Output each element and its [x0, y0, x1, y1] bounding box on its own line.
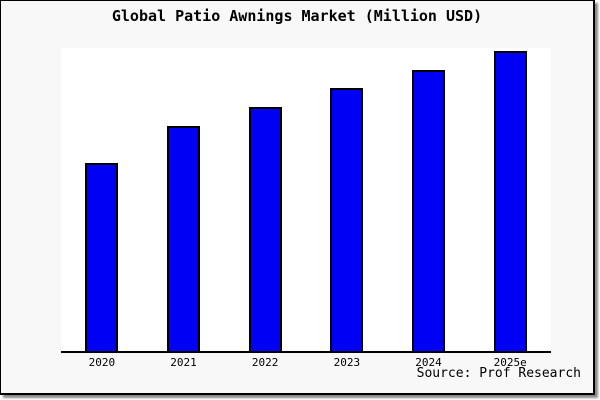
- x-axis-label-2024: 2024: [415, 356, 442, 369]
- x-axis-label-2023: 2023: [333, 356, 361, 369]
- bar-2023: [330, 87, 364, 351]
- bar-2021: [167, 126, 200, 351]
- x-axis-label-2020: 2020: [88, 356, 116, 369]
- bar-2022: [248, 107, 282, 351]
- x-axis-label-2021: 2021: [170, 356, 197, 369]
- bar-2024: [412, 69, 445, 351]
- x-axis-label-2025e: 2025e: [493, 356, 527, 369]
- source-note: Source: Prof Research: [416, 366, 581, 381]
- plot-area: [61, 48, 551, 353]
- bar-2020: [85, 162, 119, 351]
- bar-2025e: [493, 51, 527, 351]
- chart-panel: Global Patio Awnings Market (Million USD…: [0, 0, 595, 395]
- chart-title: Global Patio Awnings Market (Million USD…: [111, 7, 483, 25]
- x-axis-label-2022: 2022: [251, 356, 279, 369]
